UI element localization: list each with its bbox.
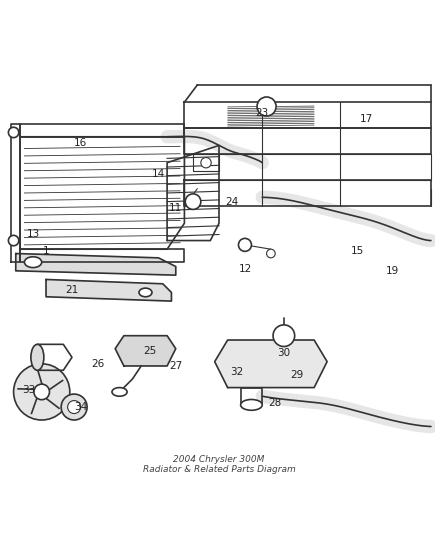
Polygon shape <box>115 336 176 366</box>
Text: 13: 13 <box>26 229 40 239</box>
Text: 28: 28 <box>268 398 282 408</box>
Text: 1: 1 <box>43 246 49 256</box>
Text: 14: 14 <box>152 168 165 179</box>
Text: 19: 19 <box>385 266 399 276</box>
Text: 26: 26 <box>91 359 105 369</box>
Text: 32: 32 <box>230 367 243 377</box>
Polygon shape <box>16 254 176 275</box>
Text: 30: 30 <box>277 348 290 358</box>
Circle shape <box>8 127 19 138</box>
Text: 17: 17 <box>360 115 373 125</box>
Text: 33: 33 <box>22 385 35 395</box>
Circle shape <box>61 394 87 420</box>
Circle shape <box>273 325 295 346</box>
Text: 16: 16 <box>74 138 87 148</box>
Text: 25: 25 <box>143 346 156 356</box>
Text: 11: 11 <box>169 203 182 213</box>
Circle shape <box>14 364 70 420</box>
Circle shape <box>67 401 81 414</box>
Circle shape <box>267 249 275 258</box>
Ellipse shape <box>112 387 127 396</box>
Circle shape <box>257 97 276 116</box>
Text: 23: 23 <box>256 108 269 118</box>
Text: 2004 Chrysler 300M
Radiator & Related Parts Diagram: 2004 Chrysler 300M Radiator & Related Pa… <box>143 455 295 474</box>
Circle shape <box>201 158 211 168</box>
Text: 27: 27 <box>169 361 182 371</box>
Circle shape <box>238 238 251 252</box>
Text: 15: 15 <box>351 246 364 256</box>
Circle shape <box>8 236 19 246</box>
Text: 12: 12 <box>238 264 251 273</box>
Polygon shape <box>215 340 327 387</box>
Circle shape <box>34 384 49 400</box>
Text: 29: 29 <box>290 369 304 379</box>
Ellipse shape <box>139 288 152 297</box>
Polygon shape <box>46 279 171 301</box>
Text: 34: 34 <box>74 402 87 412</box>
Ellipse shape <box>31 344 44 370</box>
Text: 21: 21 <box>65 285 78 295</box>
Ellipse shape <box>25 257 42 268</box>
Ellipse shape <box>240 399 262 410</box>
Text: 24: 24 <box>225 197 239 207</box>
Circle shape <box>185 194 201 209</box>
